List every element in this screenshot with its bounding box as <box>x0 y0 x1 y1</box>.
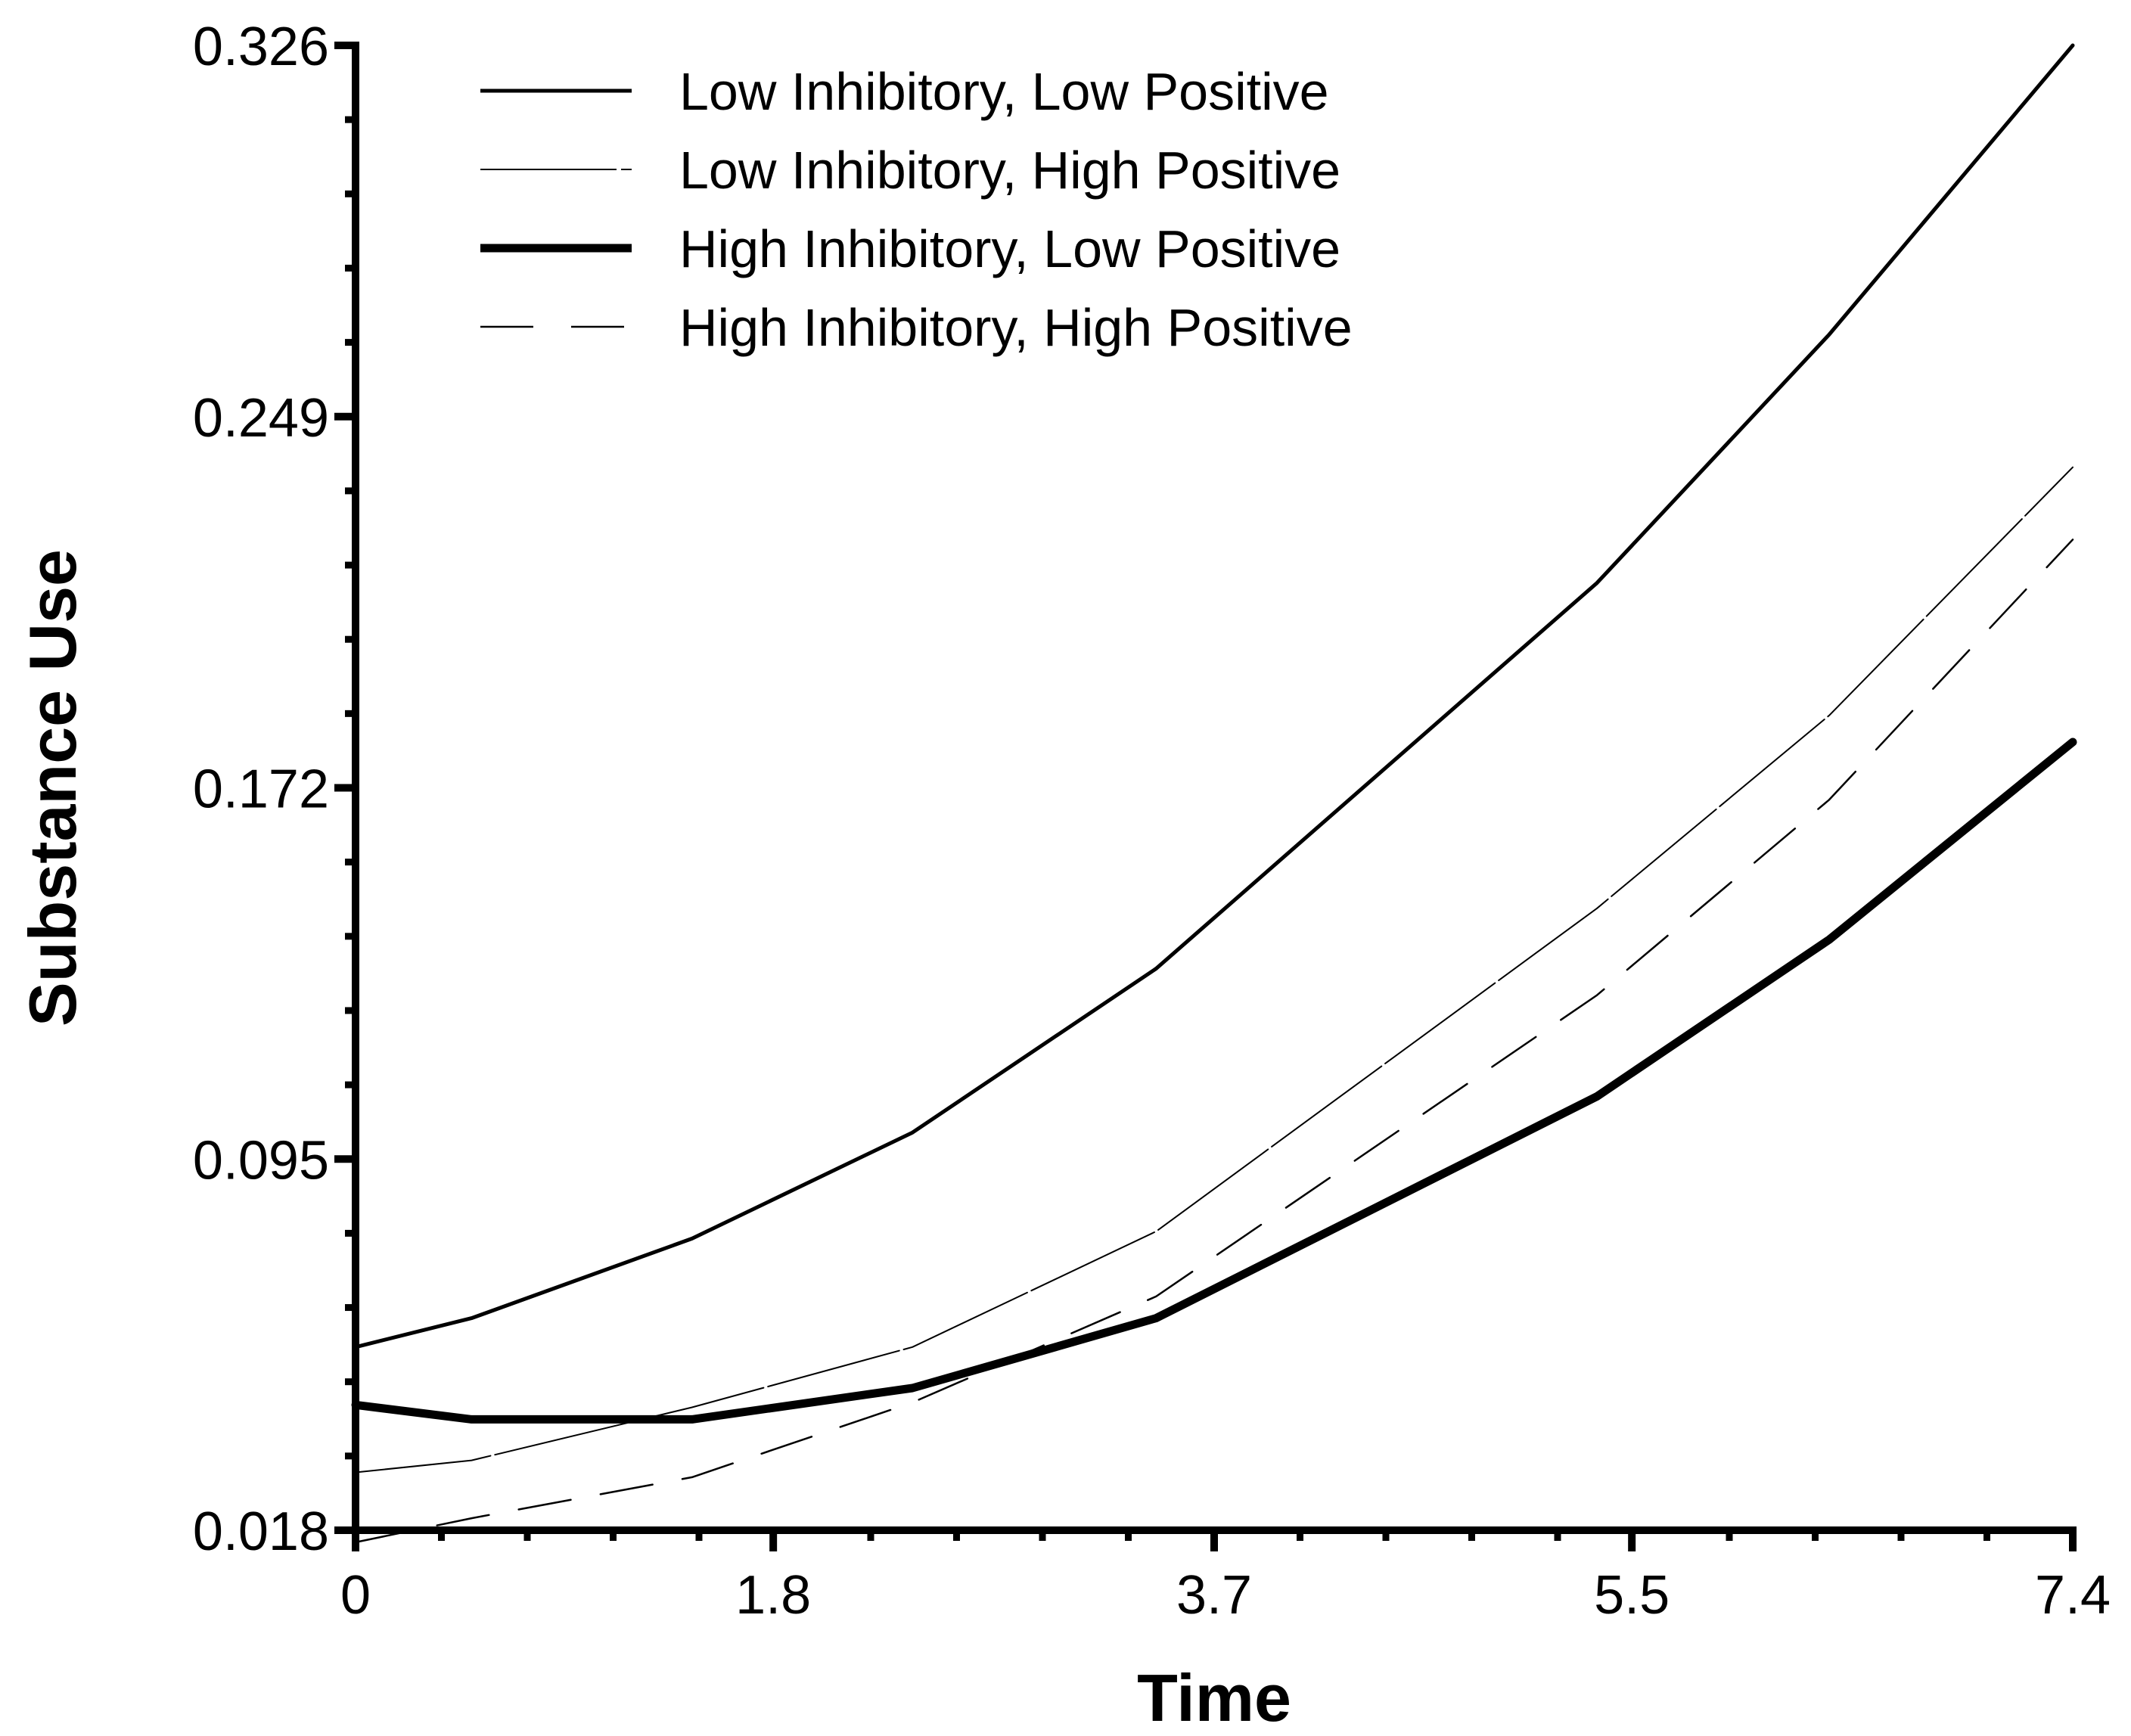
x-tick-label: 5.5 <box>1594 1565 1670 1626</box>
legend-label-2: Low Inhibitory, High Positive <box>679 141 1340 200</box>
legend-label-1: Low Inhibitory, Low Positive <box>679 62 1329 121</box>
series-line-3 <box>351 738 2077 1424</box>
x-axis-title: Time <box>1137 1660 1291 1735</box>
legend-label-3: High Inhibitory, Low Positive <box>679 219 1340 278</box>
y-tick-label: 0.249 <box>193 388 329 449</box>
legend-label-4: High Inhibitory, High Positive <box>679 298 1353 357</box>
series-layer <box>351 43 2077 1544</box>
y-tick-label: 0.095 <box>193 1130 329 1191</box>
series-line-4 <box>354 539 2074 1544</box>
x-tick-label: 0 <box>340 1565 371 1626</box>
x-tick-label: 1.8 <box>735 1565 811 1626</box>
y-axis-title: Substance Use <box>15 549 90 1026</box>
x-tick-label: 3.7 <box>1176 1565 1252 1626</box>
y-tick-label: 0.018 <box>193 1502 329 1562</box>
y-tick-label: 0.326 <box>193 17 329 77</box>
legend: Low Inhibitory, Low Positive Low Inhibito… <box>480 62 1353 357</box>
y-tick-label: 0.172 <box>193 759 329 820</box>
series-line-1 <box>353 43 2075 1349</box>
x-tick-label: 7.4 <box>2035 1565 2111 1626</box>
series-line-2 <box>355 466 2074 1474</box>
axes: 0 1.8 3.7 5.5 7.4 0.018 0.095 0.172 0.249 0.326 <box>193 17 2111 1626</box>
